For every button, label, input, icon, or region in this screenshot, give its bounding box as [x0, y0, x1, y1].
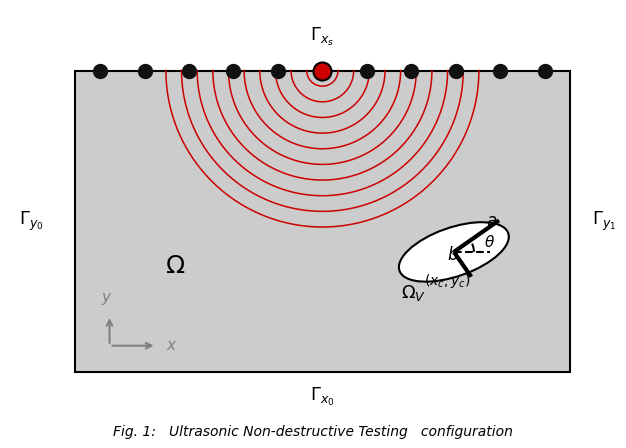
Text: Fig. 1:   Ultrasonic Non-destructive Testing   configuration: Fig. 1: Ultrasonic Non-destructive Testi… — [113, 425, 513, 439]
Text: $x$: $x$ — [166, 338, 177, 353]
Text: $(x_c, y_c)$: $(x_c, y_c)$ — [424, 272, 471, 290]
Text: $\Gamma_{y_1}$: $\Gamma_{y_1}$ — [592, 210, 617, 233]
Text: $\Gamma_{y_0}$: $\Gamma_{y_0}$ — [19, 210, 44, 233]
Text: $\Omega_V$: $\Omega_V$ — [401, 283, 426, 303]
Text: $b$: $b$ — [446, 246, 458, 263]
Text: $\Gamma_{x_0}$: $\Gamma_{x_0}$ — [310, 386, 335, 408]
Text: $a$: $a$ — [486, 212, 497, 230]
Text: $y$: $y$ — [101, 291, 112, 307]
Text: $\theta$: $\theta$ — [485, 234, 495, 250]
Text: $\Omega$: $\Omega$ — [165, 254, 185, 278]
Bar — [75, 70, 570, 372]
Ellipse shape — [399, 222, 509, 282]
Text: $\Gamma_{x_s}$: $\Gamma_{x_s}$ — [310, 26, 334, 48]
